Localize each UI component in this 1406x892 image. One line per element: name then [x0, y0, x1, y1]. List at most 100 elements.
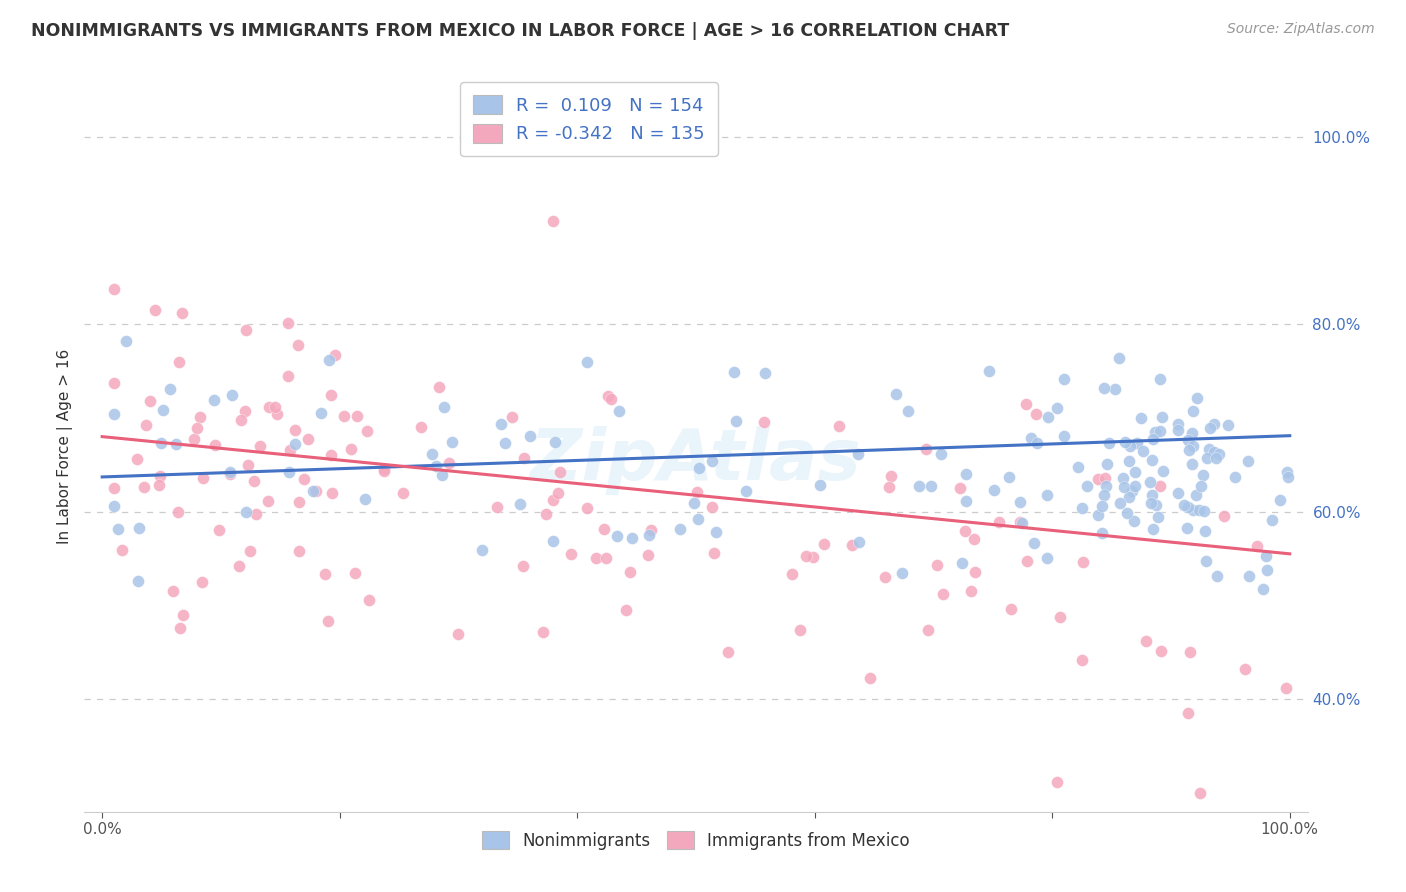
Point — [609, 404, 631, 418]
Point — [879, 480, 901, 494]
Point — [668, 522, 690, 536]
Point — [963, 565, 986, 579]
Point — [1205, 451, 1227, 466]
Point — [920, 478, 942, 492]
Point — [1036, 488, 1059, 502]
Point — [808, 478, 831, 492]
Point — [149, 469, 172, 483]
Point — [277, 316, 299, 330]
Point — [1274, 681, 1296, 696]
Point — [637, 528, 659, 542]
Point — [1109, 496, 1132, 510]
Point — [1123, 465, 1146, 479]
Point — [143, 303, 166, 318]
Point — [1112, 480, 1135, 494]
Point — [1139, 475, 1161, 490]
Point — [1149, 479, 1171, 493]
Point — [1121, 484, 1143, 499]
Point — [183, 432, 205, 446]
Point — [548, 465, 571, 479]
Point — [1213, 508, 1236, 523]
Point — [848, 535, 870, 549]
Point — [373, 462, 395, 476]
Point — [277, 465, 299, 479]
Point — [441, 434, 464, 449]
Point — [1149, 644, 1171, 658]
Point — [1173, 498, 1195, 512]
Point — [1097, 457, 1119, 471]
Point — [897, 403, 920, 417]
Point — [1132, 444, 1154, 458]
Point — [134, 480, 156, 494]
Point — [1167, 485, 1189, 500]
Point — [1070, 500, 1092, 515]
Point — [1178, 443, 1201, 458]
Point — [717, 645, 740, 659]
Point — [304, 484, 326, 499]
Point — [1270, 492, 1292, 507]
Point — [859, 671, 882, 685]
Point — [1237, 454, 1260, 468]
Point — [1175, 521, 1198, 535]
Point — [789, 623, 811, 637]
Point — [103, 282, 125, 296]
Point — [1140, 452, 1163, 467]
Point — [471, 543, 494, 558]
Point — [148, 478, 170, 492]
Point — [950, 557, 973, 571]
Point — [1177, 500, 1199, 514]
Point — [170, 306, 193, 320]
Point — [513, 450, 536, 465]
Point — [1188, 786, 1211, 800]
Point — [1182, 439, 1205, 453]
Point — [1185, 488, 1208, 502]
Point — [1202, 417, 1225, 431]
Point — [111, 542, 134, 557]
Point — [186, 420, 208, 434]
Point — [541, 534, 564, 549]
Point — [983, 483, 1005, 498]
Point — [1182, 404, 1205, 418]
Point — [596, 389, 619, 403]
Point — [547, 486, 569, 500]
Point — [1192, 468, 1215, 483]
Point — [927, 558, 949, 572]
Point — [1192, 504, 1215, 518]
Point — [953, 524, 976, 539]
Point — [277, 368, 299, 383]
Point — [437, 456, 460, 470]
Point — [512, 559, 534, 574]
Point — [841, 538, 863, 552]
Point — [1246, 539, 1268, 553]
Point — [257, 400, 280, 414]
Point — [1126, 436, 1149, 450]
Point — [166, 505, 188, 519]
Point — [1234, 662, 1257, 676]
Point — [1198, 421, 1220, 435]
Point — [752, 415, 775, 429]
Point — [103, 407, 125, 421]
Point — [1119, 439, 1142, 453]
Point — [813, 537, 835, 551]
Point — [1036, 409, 1059, 424]
Point — [1198, 442, 1220, 457]
Point — [152, 402, 174, 417]
Text: ZipAtlas: ZipAtlas — [530, 426, 862, 495]
Point — [782, 567, 804, 582]
Point — [188, 409, 211, 424]
Point — [245, 507, 267, 521]
Point — [343, 566, 366, 580]
Point — [519, 429, 541, 443]
Point — [1216, 417, 1239, 432]
Point — [543, 214, 565, 228]
Point — [1091, 525, 1114, 540]
Point — [202, 392, 225, 407]
Point — [1142, 488, 1164, 502]
Point — [585, 551, 607, 566]
Point — [135, 417, 157, 432]
Point — [576, 355, 599, 369]
Point — [688, 461, 710, 475]
Point — [1123, 479, 1146, 493]
Point — [321, 388, 343, 402]
Point — [319, 449, 342, 463]
